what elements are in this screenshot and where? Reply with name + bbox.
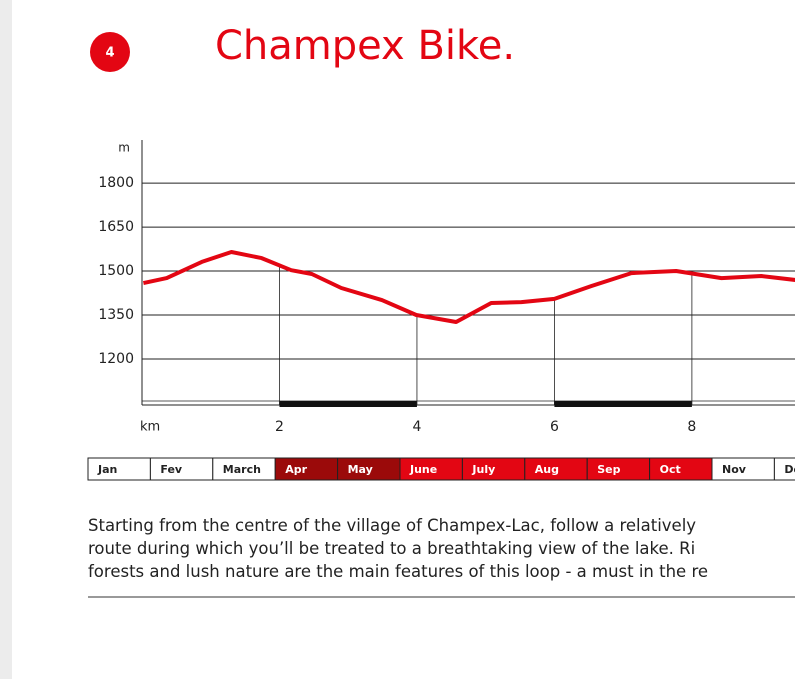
x-tick-label: 8 bbox=[687, 419, 696, 435]
description-line: route during which you’ll be treated to … bbox=[88, 539, 696, 558]
month-label: May bbox=[348, 463, 373, 476]
title: Champex Bike. bbox=[215, 23, 515, 69]
month-label: Oct bbox=[660, 463, 681, 476]
month-label: Fev bbox=[160, 463, 183, 476]
side-strip bbox=[0, 0, 12, 679]
month-label: Dec bbox=[784, 463, 795, 476]
x-tick-label: 6 bbox=[550, 419, 559, 435]
scale-segment bbox=[554, 401, 692, 407]
month-label: July bbox=[471, 463, 495, 476]
scale-segment bbox=[279, 401, 417, 407]
x-axis-label: km bbox=[140, 420, 160, 435]
elevation-line bbox=[142, 250, 795, 324]
month-label: Nov bbox=[722, 463, 747, 476]
month-label: June bbox=[409, 463, 437, 476]
month-label: March bbox=[223, 463, 261, 476]
description-line: forests and lush nature are the main fea… bbox=[88, 562, 709, 581]
month-label: Jan bbox=[97, 463, 117, 476]
y-tick-label: 1500 bbox=[98, 263, 134, 279]
badge-number: 4 bbox=[105, 46, 114, 61]
month-label: Apr bbox=[285, 463, 307, 476]
description-line: Starting from the centre of the village … bbox=[88, 516, 697, 535]
y-tick-label: 1800 bbox=[98, 175, 134, 191]
month-label: Sep bbox=[597, 463, 620, 476]
y-tick-label: 1200 bbox=[98, 351, 134, 367]
month-cell bbox=[773, 457, 795, 481]
y-axis-label: m bbox=[118, 141, 130, 155]
x-tick-label: 2 bbox=[275, 419, 284, 435]
description: Starting from the centre of the village … bbox=[88, 514, 795, 583]
x-tick-label: 4 bbox=[412, 419, 421, 435]
badge bbox=[90, 32, 130, 72]
y-tick-label: 1650 bbox=[98, 219, 134, 235]
month-label: Aug bbox=[535, 463, 559, 476]
y-tick-label: 1350 bbox=[98, 307, 134, 323]
